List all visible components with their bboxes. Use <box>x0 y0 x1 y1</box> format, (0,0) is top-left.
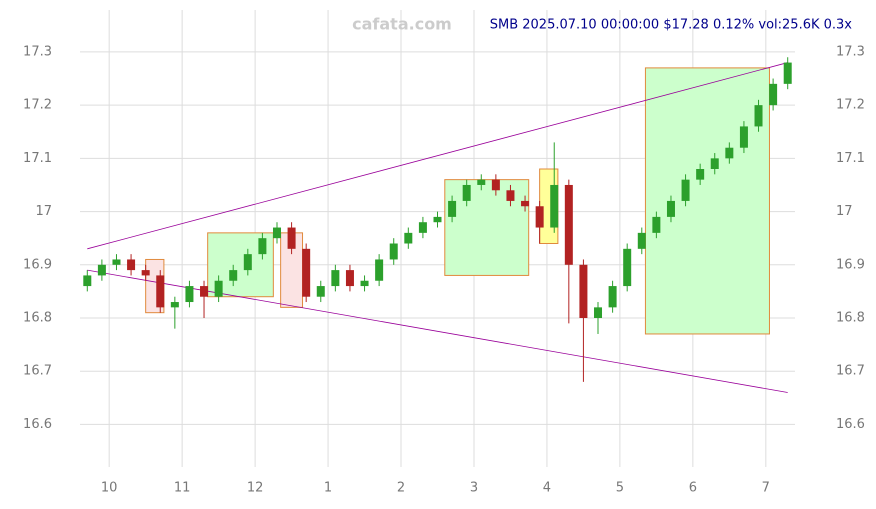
candle-body <box>666 200 675 217</box>
candle-body <box>112 259 121 265</box>
candle-body <box>506 190 515 201</box>
candle-body <box>258 238 267 255</box>
range-box <box>644 67 770 335</box>
candle-body <box>127 259 136 271</box>
candle-body <box>272 227 281 239</box>
x-tick-label: 4 <box>543 481 551 496</box>
y-tick-label: 16.7 <box>23 364 52 379</box>
candle-body <box>769 83 778 106</box>
candle-body <box>243 254 252 271</box>
candle-body <box>637 232 646 249</box>
candle-body <box>681 179 690 201</box>
candle-body <box>652 216 661 233</box>
candle-body <box>739 126 748 148</box>
candle-body <box>185 286 194 303</box>
candle-body <box>594 307 603 318</box>
trendline <box>87 62 788 250</box>
x-tick-label: 3 <box>470 481 478 496</box>
candle-body <box>710 158 719 169</box>
candle-body <box>491 179 500 191</box>
x-tick-label: 12 <box>247 481 264 496</box>
candle-body <box>608 286 617 308</box>
y-tick-label: 16.8 <box>23 311 52 326</box>
y-tick-label: 16.9 <box>23 257 52 272</box>
candle-body <box>156 275 165 308</box>
candle-body <box>623 248 632 287</box>
candle-body <box>564 184 573 265</box>
y-tick-label: 17 <box>35 204 52 219</box>
candle-body <box>170 302 179 308</box>
y2-tick-label: 16.9 <box>836 257 865 272</box>
watermark: cafata.com <box>352 15 452 34</box>
candle-body <box>783 62 792 84</box>
chart-title: SMB 2025.07.10 00:00:00 $17.28 0.12% vol… <box>490 18 853 33</box>
candle-body <box>331 270 340 287</box>
x-tick-label: 6 <box>689 481 697 496</box>
candle-body <box>462 184 471 201</box>
boxes <box>145 67 770 335</box>
x-tick-label: 5 <box>616 481 624 496</box>
candle-body <box>418 222 427 233</box>
candle-body <box>97 264 106 276</box>
candle-body <box>579 264 588 318</box>
y-tick-label: 16.6 <box>23 417 52 432</box>
candle-body <box>141 270 150 276</box>
candle-body <box>316 286 325 297</box>
candle-body <box>535 206 544 228</box>
candle-body <box>302 248 311 297</box>
candle-body <box>214 280 223 297</box>
y2-tick-label: 16.6 <box>836 417 865 432</box>
y2-tick-label: 17 <box>836 204 853 219</box>
x-tick-label: 1 <box>324 481 332 496</box>
range-box <box>444 179 530 276</box>
y-tick-label: 17.3 <box>23 44 52 59</box>
candle-body <box>477 179 486 185</box>
y2-tick-label: 16.7 <box>836 364 865 379</box>
candle-body <box>345 270 354 287</box>
marks <box>83 57 792 393</box>
y2-tick-label: 17.2 <box>836 98 865 113</box>
candle-body <box>200 286 209 297</box>
candle-body <box>360 280 369 287</box>
y2-tick-label: 17.1 <box>836 151 865 166</box>
candle-body <box>389 243 398 260</box>
candle-body <box>375 259 384 281</box>
candle-body <box>433 216 442 223</box>
candle-body <box>550 184 559 228</box>
candle-body <box>521 200 530 207</box>
candle-body <box>448 200 457 217</box>
candle-body <box>754 105 763 127</box>
y2-tick-label: 17.3 <box>836 44 865 59</box>
y-tick-label: 17.2 <box>23 98 52 113</box>
x-tick-label: 7 <box>762 481 770 496</box>
y2-tick-label: 16.8 <box>836 311 865 326</box>
candle-body <box>287 227 296 249</box>
y-tick-label: 17.1 <box>23 151 52 166</box>
x-tick-label: 11 <box>174 481 191 496</box>
x-tick-label: 2 <box>397 481 405 496</box>
candle-body <box>696 169 705 180</box>
x-tick-label: 10 <box>101 481 118 496</box>
candle-body <box>404 232 413 244</box>
candle-body <box>83 275 92 287</box>
candle-body <box>229 270 238 281</box>
candle-body <box>725 147 734 159</box>
